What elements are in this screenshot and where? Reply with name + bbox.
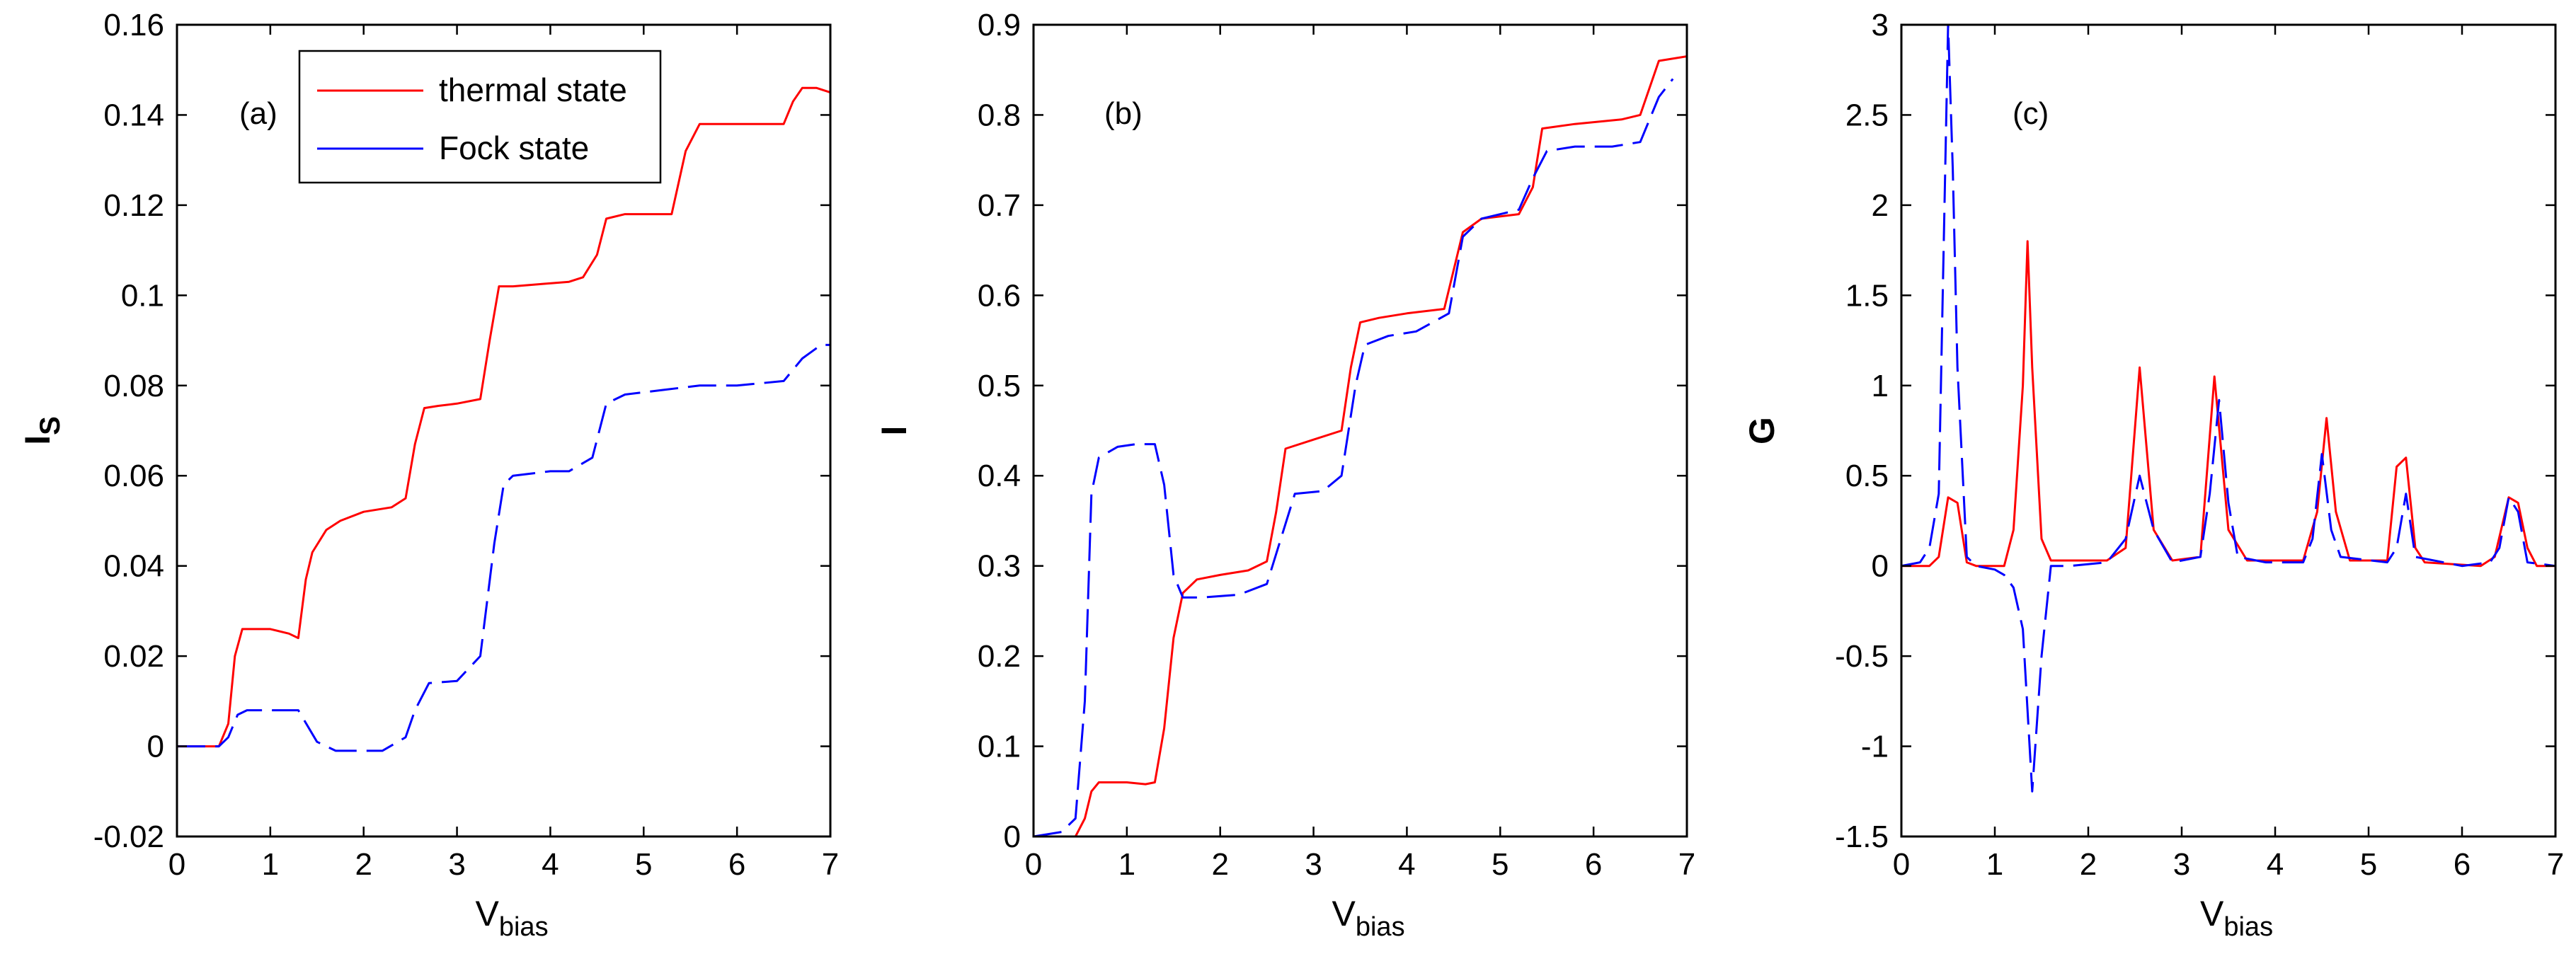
ytick-label-a: 0.08: [103, 369, 164, 403]
ytick-label-c: 2.5: [1845, 98, 1889, 132]
ticks-c: 0 1 2 3 4 5 6 7 -1.5 -1 -0.5 0 0.5 1 1.5 2 2.5 3: [1835, 8, 2564, 882]
axes-frame-c: [1900, 23, 2557, 838]
plot-area-b: [1034, 55, 1687, 836]
ytick-label-b: 0.9: [978, 8, 1021, 42]
axes-frame-a: [176, 23, 832, 838]
panel-label-c: (c): [2013, 96, 2049, 131]
xtick-label-a: 0: [168, 847, 185, 882]
series-line-b-thermal: [1034, 55, 1687, 836]
panel-b: 0 1 2 3 4 5 6 7 0 0.1 0.2 0.3 0.4 0.5 0.6 0.7 0.8 0.9 (b)…: [874, 8, 1695, 942]
xlabel-main-a: V: [476, 894, 500, 933]
ytick-label-c: 3: [1872, 8, 1889, 42]
xlabel-c: Vbias: [2200, 894, 2273, 942]
ytick-label-c: 0: [1872, 549, 1889, 584]
xlabel-b: Vbias: [1332, 894, 1405, 942]
series-line-a-fock: [177, 343, 830, 752]
plot-area-c: [1901, 25, 2555, 793]
xtick-label-c: 0: [1893, 847, 1910, 882]
axes-frame-b: [1032, 23, 1688, 838]
ytick-label-a: 0.04: [103, 549, 164, 584]
xtick-label-a: 3: [448, 847, 465, 882]
xtick-label-a: 4: [542, 847, 559, 882]
xtick-label-c: 6: [2454, 847, 2471, 882]
ytick-label-c: 1: [1872, 369, 1889, 403]
ytick-label-b: 0.4: [978, 459, 1021, 493]
ytick-label-a: -0.02: [93, 820, 164, 854]
xlabel-sub-a: bias: [499, 912, 549, 942]
ytick-label-c: -1: [1861, 730, 1889, 764]
xtick-label-a: 2: [355, 847, 372, 882]
ytick-label-c: -1.5: [1835, 820, 1889, 854]
ylabel-sub-a: S: [35, 416, 66, 435]
xtick-label-c: 3: [2173, 847, 2190, 882]
ytick-label-b: 0.6: [978, 278, 1021, 313]
xtick-label-b: 0: [1025, 847, 1042, 882]
ytick-label-c: -0.5: [1835, 639, 1889, 674]
panel-label-a: (a): [239, 96, 277, 131]
xtick-label-c: 7: [2547, 847, 2564, 882]
xtick-label-a: 6: [728, 847, 745, 882]
xtick-label-b: 2: [1211, 847, 1228, 882]
plot-area-a: [177, 86, 830, 752]
legend-box: [298, 50, 662, 184]
xtick-label-b: 1: [1118, 847, 1135, 882]
xtick-label-b: 6: [1585, 847, 1602, 882]
ytick-label-a: 0.1: [121, 278, 164, 313]
xtick-label-b: 4: [1398, 847, 1415, 882]
ylabel-main-b: I: [874, 426, 914, 436]
series-line-c-fock: [1901, 25, 2555, 793]
xtick-label-b: 3: [1305, 847, 1322, 882]
ytick-label-b: 0.1: [978, 730, 1021, 764]
xtick-label-a: 1: [262, 847, 279, 882]
ytick-label-a: 0.06: [103, 459, 164, 493]
xtick-label-c: 1: [1986, 847, 2003, 882]
xlabel-main-c: V: [2200, 894, 2224, 933]
series-line-a-thermal: [177, 86, 830, 748]
ytick-label-a: 0.02: [103, 639, 164, 674]
ytick-label-b: 0.7: [978, 188, 1021, 223]
ytick-label-c: 2: [1872, 188, 1889, 223]
xtick-label-a: 7: [822, 847, 839, 882]
ylabel-a: IS: [18, 416, 66, 445]
ticks-b: 0 1 2 3 4 5 6 7 0 0.1 0.2 0.3 0.4 0.5 0.6 0.7 0.8 0.9: [978, 8, 1695, 882]
xtick-label-c: 2: [2080, 847, 2097, 882]
ytick-label-a: 0.16: [103, 8, 164, 42]
ytick-label-c: 0.5: [1845, 459, 1889, 493]
ytick-label-c: 1.5: [1845, 278, 1889, 313]
ylabel-main-c: G: [1742, 417, 1782, 444]
ytick-label-b: 0.2: [978, 639, 1021, 674]
series-line-b-fock: [1034, 78, 1674, 836]
ytick-label-b: 0: [1004, 820, 1021, 854]
xtick-label-a: 5: [635, 847, 652, 882]
xlabel-a: Vbias: [476, 894, 549, 942]
ytick-label-b: 0.3: [978, 549, 1021, 584]
panel-c: 0 1 2 3 4 5 6 7 -1.5 -1 -0.5 0 0.5 1 1.5 2 2.5 3 (c) Vbia…: [1742, 8, 2564, 942]
xlabel-main-b: V: [1332, 894, 1356, 933]
ytick-label-a: 0: [147, 730, 164, 764]
legend-label-fock: Fock state: [439, 130, 589, 166]
ytick-label-a: 0.12: [103, 188, 164, 223]
ylabel-c: G: [1742, 417, 1782, 444]
ytick-label-b: 0.8: [978, 98, 1021, 132]
xlabel-sub-c: bias: [2223, 912, 2273, 942]
ylabel-main-a: I: [18, 435, 57, 445]
xlabel-sub-b: bias: [1356, 912, 1405, 942]
ylabel-b: I: [874, 426, 914, 436]
ticks-a: 0 1 2 3 4 5 6 7-0.0200.020.040.060.080.10.120.1…: [93, 8, 840, 882]
legend-label-thermal: thermal state: [439, 71, 627, 108]
xtick-label-c: 4: [2267, 847, 2284, 882]
ytick-label-b: 0.5: [978, 369, 1021, 403]
ytick-label-a: 0.14: [103, 98, 164, 132]
xtick-label-c: 5: [2360, 847, 2377, 882]
legend: thermal state Fock state: [298, 50, 662, 184]
series-line-c-thermal: [1901, 240, 2555, 568]
xtick-label-b: 5: [1492, 847, 1509, 882]
panel-a: 0 1 2 3 4 5 6 7-0.0200.020.040.060.080.10.120.1…: [18, 8, 839, 942]
panel-label-b: (b): [1104, 96, 1143, 131]
xtick-label-b: 7: [1678, 847, 1695, 882]
